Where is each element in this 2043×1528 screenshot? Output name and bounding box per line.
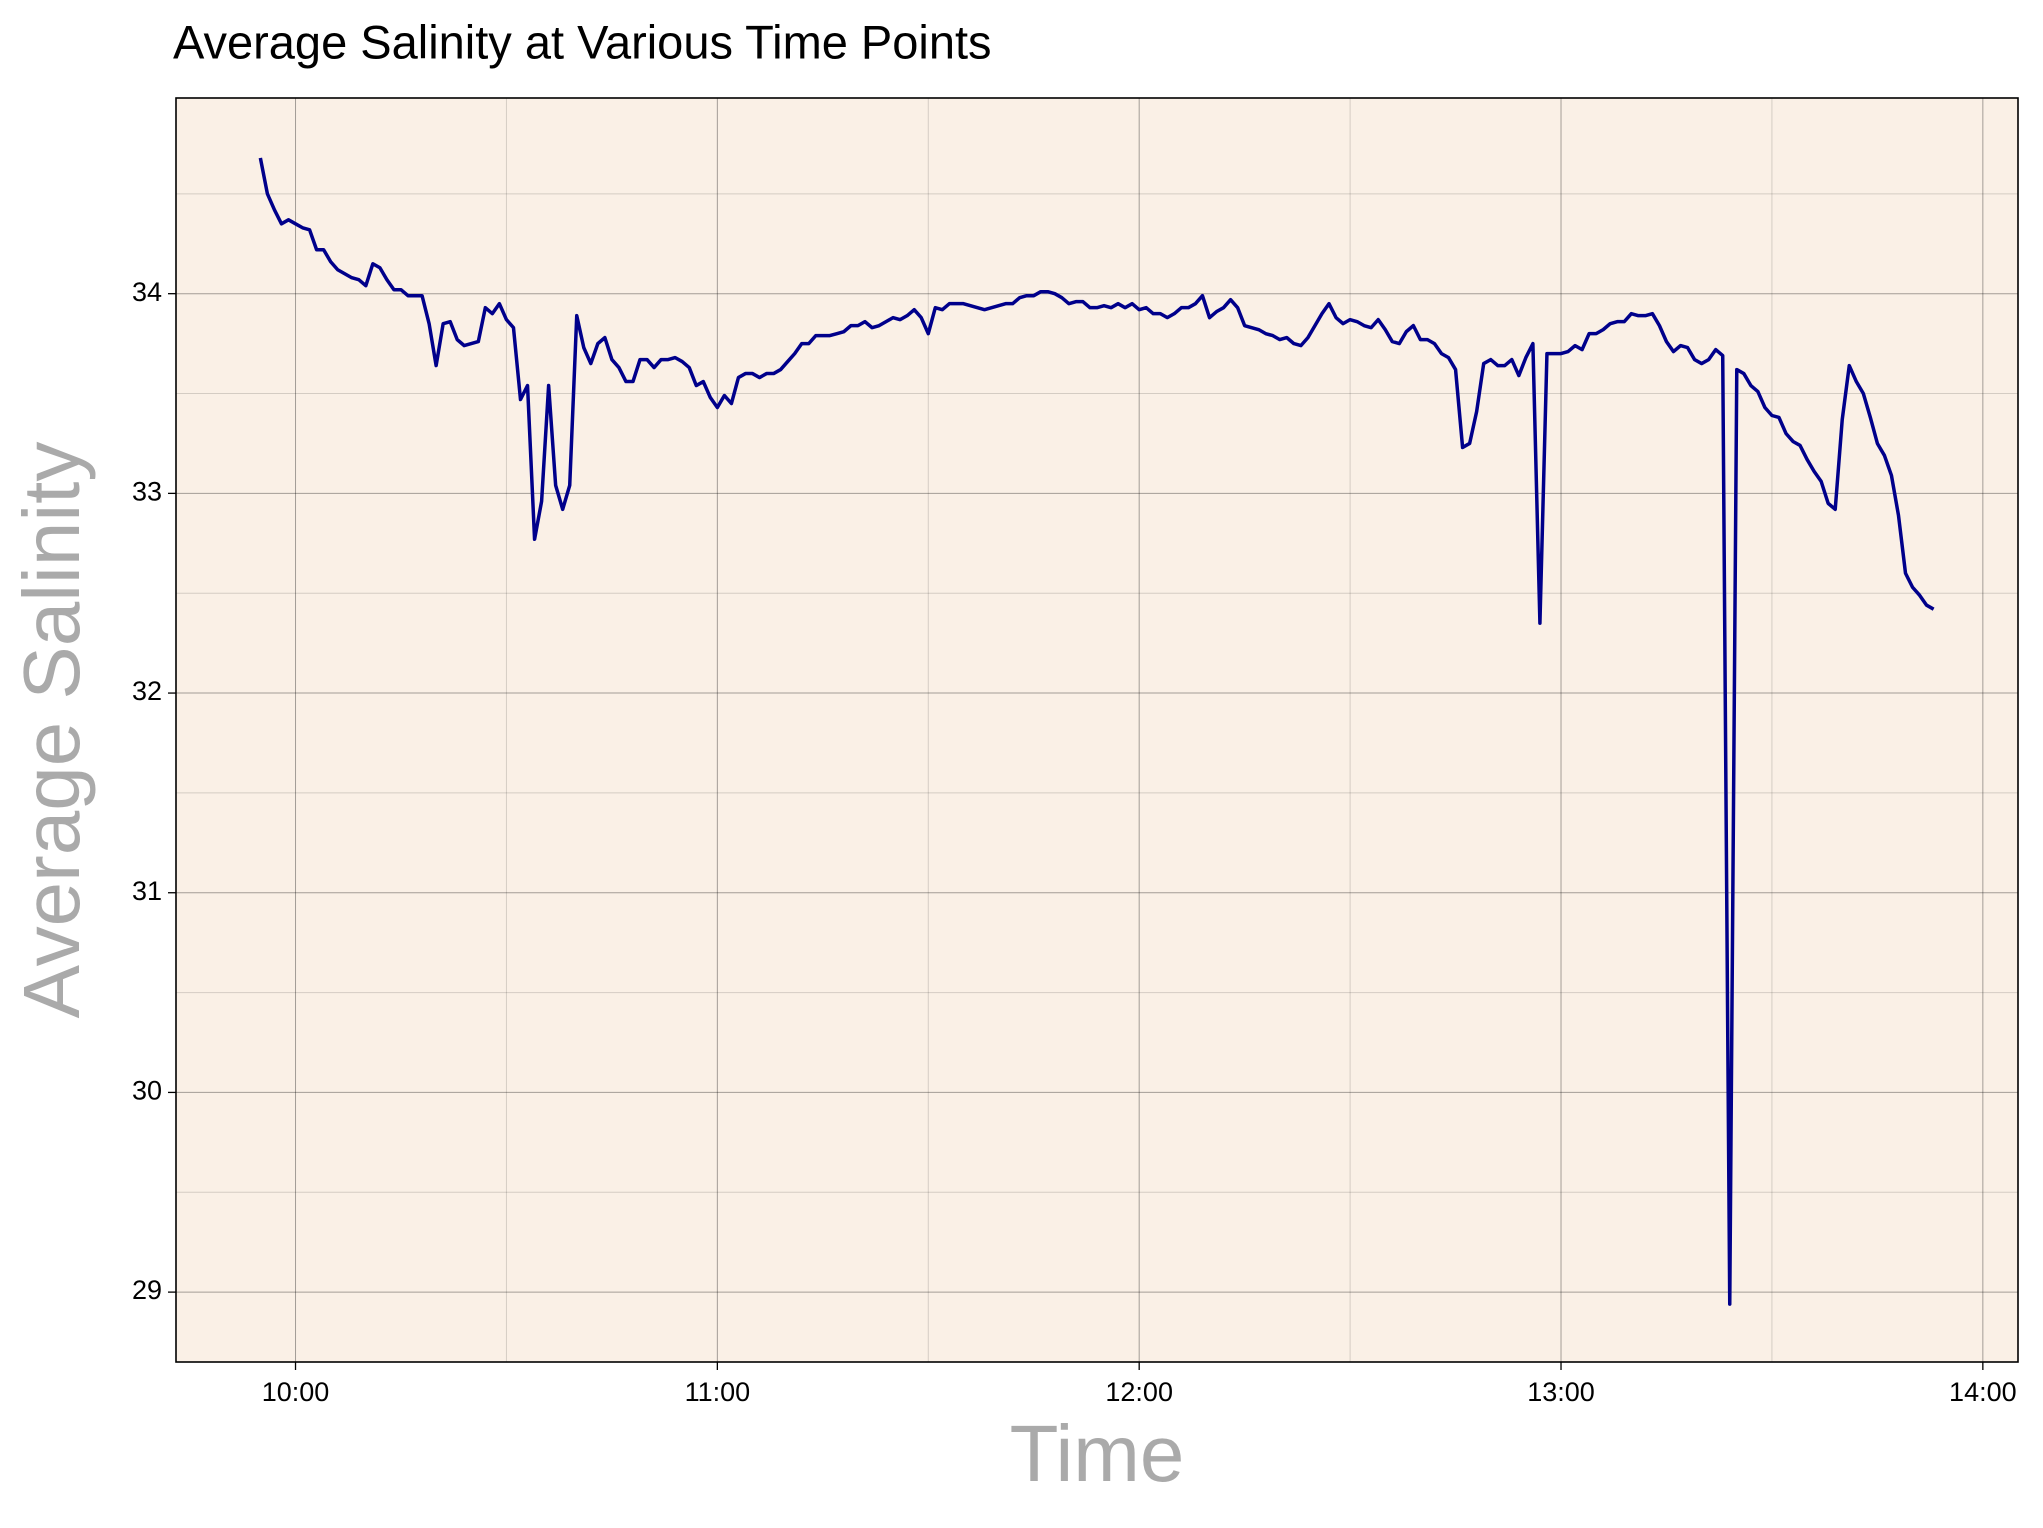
- y-tick-label: 32: [132, 676, 162, 706]
- x-tick-label: 14:00: [1949, 1377, 2017, 1407]
- x-tick-label: 10:00: [262, 1377, 330, 1407]
- y-tick-label: 34: [132, 277, 162, 307]
- y-tick-label: 31: [132, 876, 162, 906]
- x-tick-label: 13:00: [1527, 1377, 1595, 1407]
- axes: 10:00 11:00 12:00 13:00 14:00 29 30 31 32 33 34: [132, 97, 2019, 1407]
- x-axis-title: Time: [1010, 1409, 1185, 1498]
- marks: [258, 157, 1935, 1306]
- grid: [176, 98, 2018, 1362]
- chart-title: Average Salinity at Various Time Points: [173, 15, 992, 68]
- plot-background: [176, 98, 2018, 1362]
- plot-frame: [175, 97, 2019, 1363]
- y-tick-label: 30: [132, 1076, 162, 1106]
- y-axis-title: Average Salinity: [7, 442, 96, 1019]
- x-tick-label: 11:00: [685, 1377, 751, 1407]
- y-tick-label: 29: [132, 1275, 162, 1305]
- y-tick-label: 33: [132, 476, 162, 506]
- data-line: [258, 157, 1935, 1306]
- x-tick-label: 12:00: [1105, 1377, 1173, 1407]
